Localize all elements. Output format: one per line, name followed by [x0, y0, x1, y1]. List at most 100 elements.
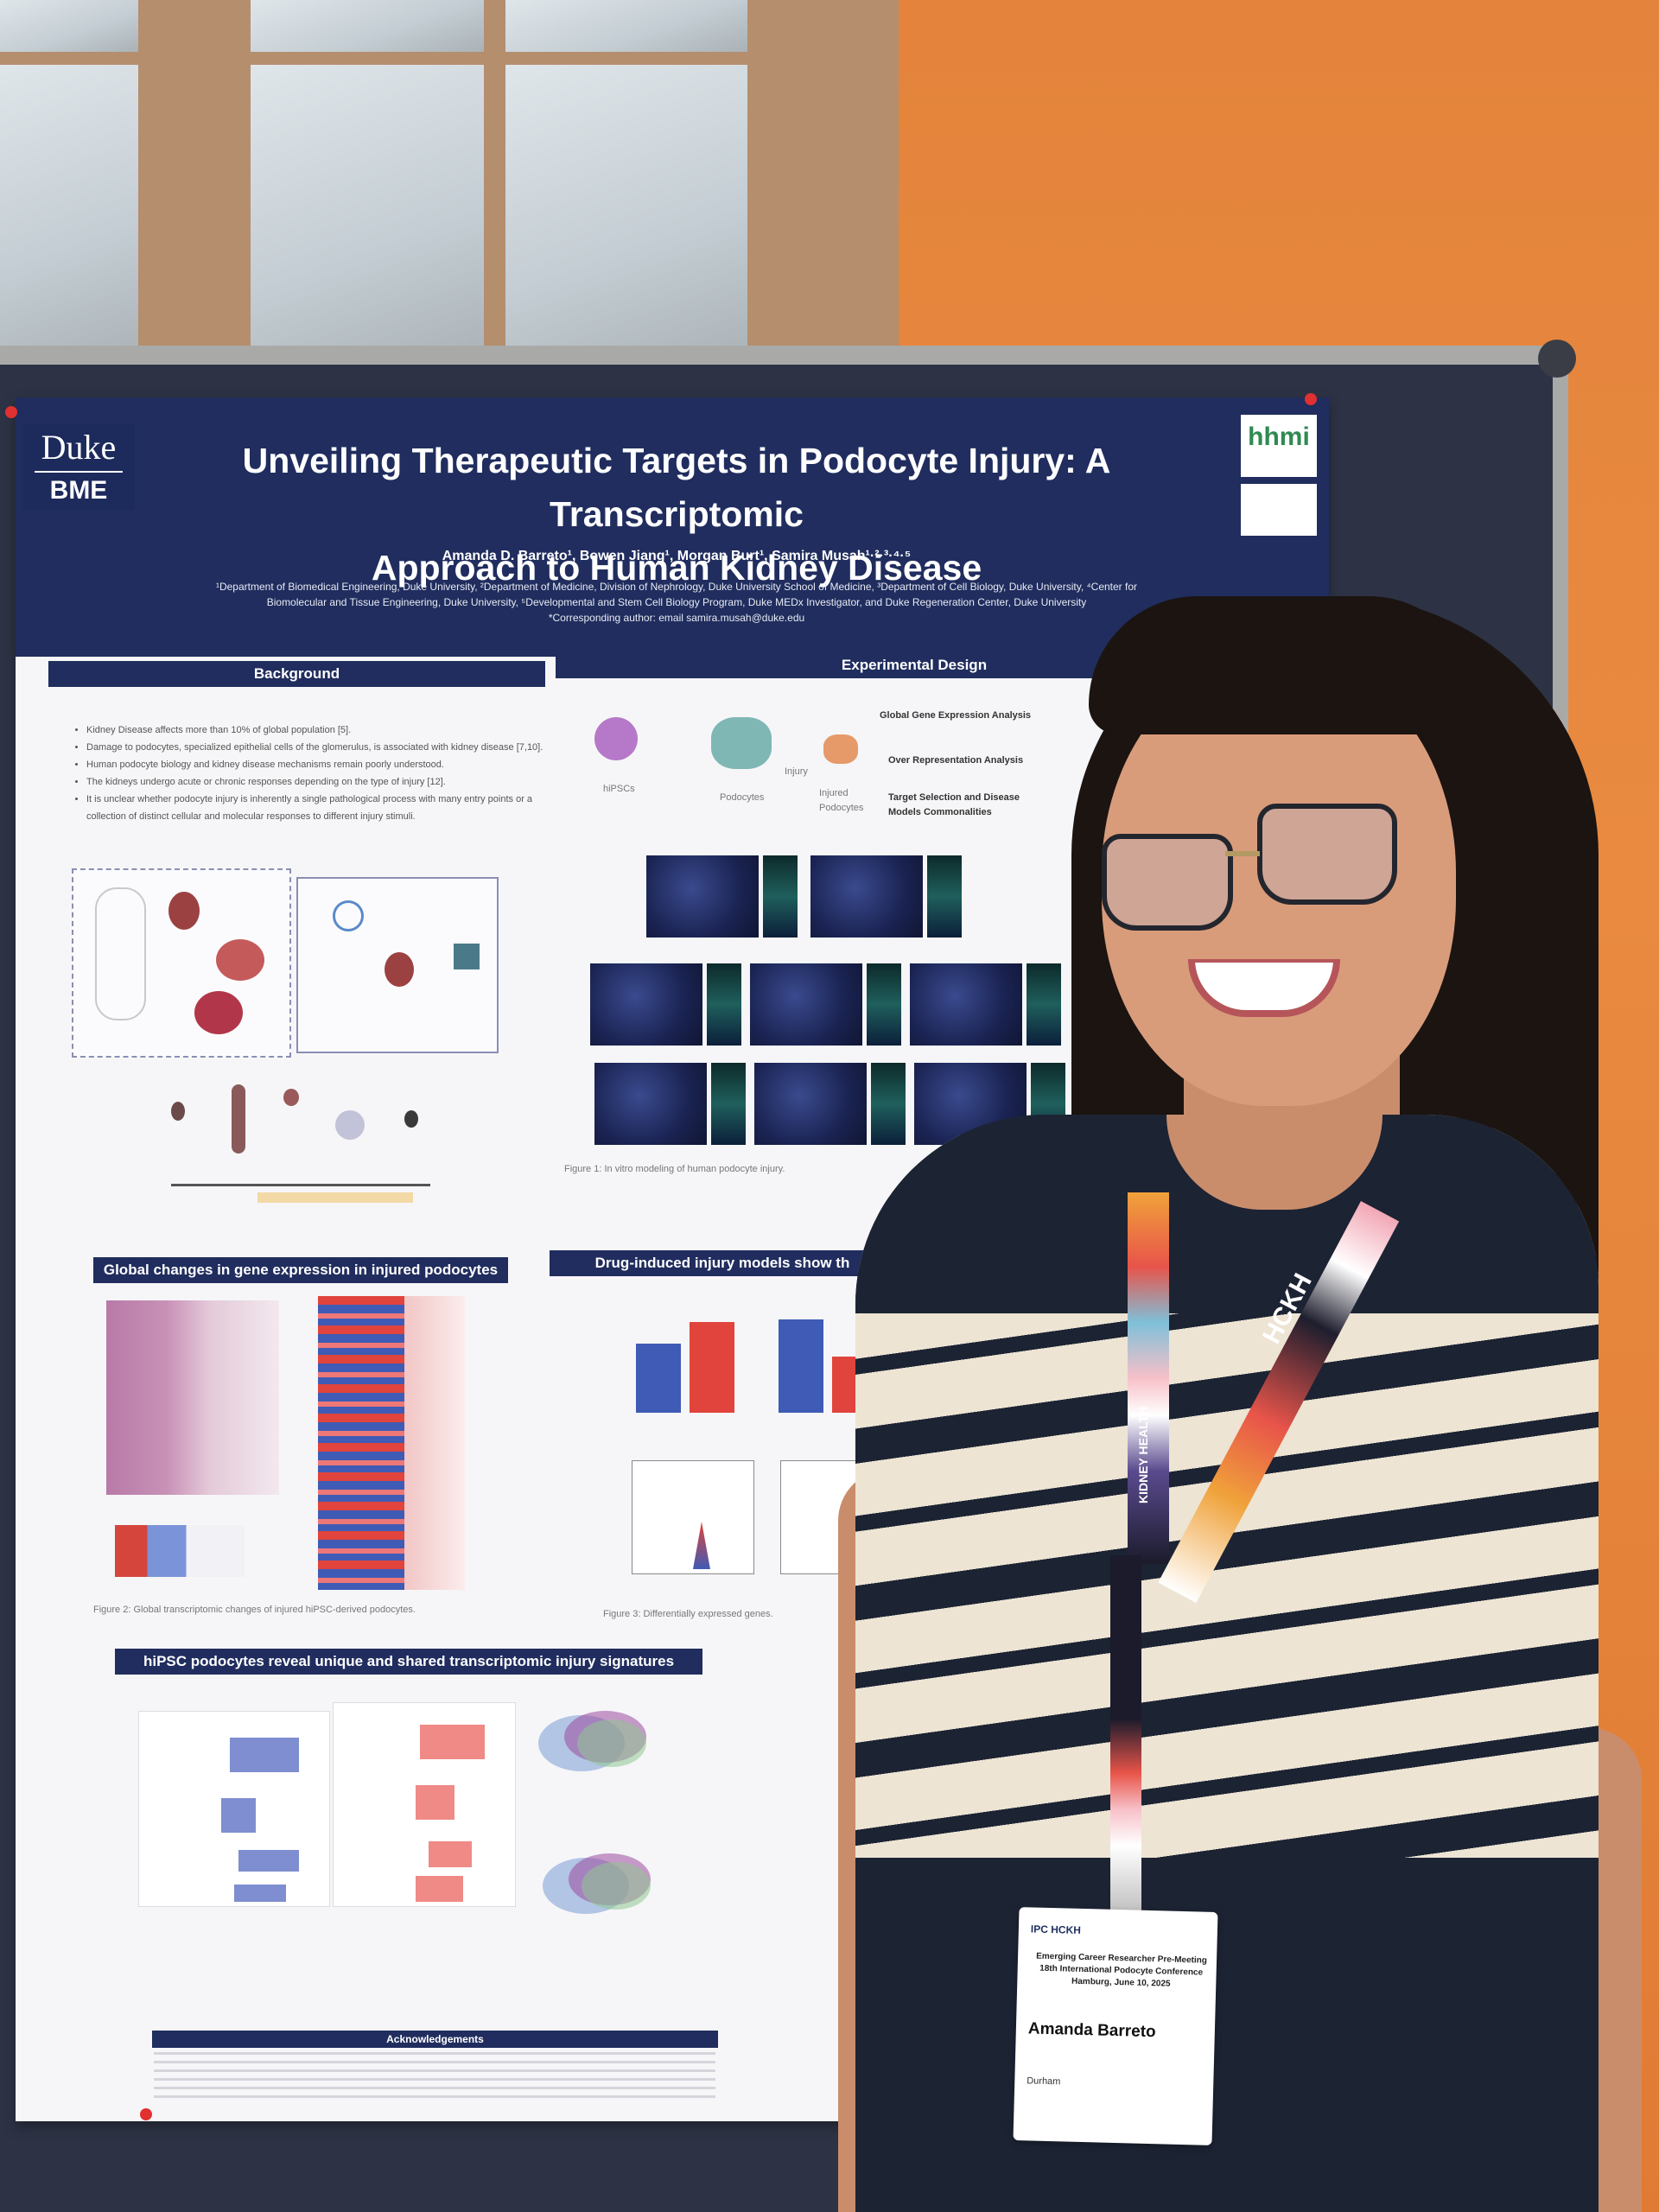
poster-affiliations: ¹Department of Biomedical Engineering, D… [188, 579, 1165, 626]
title-line-2: Approach to Human Kidney Disease [371, 548, 982, 588]
window-pane [0, 0, 138, 52]
bar-blue [636, 1344, 681, 1413]
lanyard-left-strap [1128, 1192, 1169, 1564]
window-pane [505, 0, 747, 52]
factor-icon [333, 900, 364, 931]
podocyte-illustration [711, 717, 772, 769]
pathway-figure [154, 1076, 456, 1210]
background-bullet: The kidneys undergo acute or chronic res… [86, 773, 553, 791]
design-label: Injured Podocytes [819, 788, 864, 813]
cell-icon [283, 1089, 299, 1106]
glomerulus-illustration [216, 939, 264, 981]
signatures-heading: hiPSC podocytes reveal unique and shared… [115, 1649, 702, 1675]
affiliations-text: ¹Department of Biomedical Engineering, D… [215, 581, 1138, 608]
cell-stack-icon [232, 1084, 245, 1154]
board-corner [1538, 340, 1576, 378]
timeline-axis [171, 1184, 430, 1186]
enrichment-bars [238, 1850, 299, 1872]
volcano-plot [632, 1460, 754, 1574]
venn-circle [582, 1862, 651, 1910]
microscopy-channel-strip [763, 855, 798, 938]
window-pane [0, 65, 138, 363]
poster-authors: Amanda D. Barreto¹, Bowen Jiang¹, Morgan… [442, 549, 912, 563]
duke-bme-logo: Duke BME [22, 423, 135, 510]
hipsc-illustration [594, 717, 638, 760]
acknowledgements-text [154, 2052, 715, 2104]
window [0, 0, 899, 363]
hair-fringe [1089, 596, 1478, 734]
factors-figure [296, 877, 499, 1053]
badge-event: Emerging Career Researcher Pre-Meeting 1… [1034, 1951, 1208, 1992]
design-label: Injury [785, 766, 808, 777]
title-line-1: Unveiling Therapeutic Targets in Podocyt… [242, 441, 1111, 534]
microscopy-image [594, 1063, 707, 1145]
design-outcome: Over Representation Analysis [888, 755, 1024, 766]
microscopy-channel-strip [867, 963, 901, 1046]
microscopy-image [910, 963, 1022, 1046]
push-pin [5, 406, 17, 418]
cell-icon [171, 1102, 185, 1121]
push-pin [140, 2108, 152, 2120]
figure-2-caption: Figure 2: Global transcriptomic changes … [93, 1605, 416, 1615]
microscopy-image [646, 855, 759, 938]
bme-logo-text: BME [35, 471, 123, 505]
window-frame [0, 52, 747, 65]
enrichment-bars [416, 1785, 454, 1820]
lanyard-lower [1110, 1555, 1141, 1918]
enrichment-bars [230, 1738, 299, 1772]
background-bullet: Damage to podocytes, specialized epithel… [86, 739, 553, 756]
injured-podocyte-illustration [823, 734, 858, 764]
kidney-anatomy-figure [72, 868, 291, 1058]
gene-bars [318, 1296, 404, 1590]
progenitor-heatmap [115, 1525, 245, 1577]
cell-icon [404, 1110, 418, 1128]
microscopy-channel-strip [871, 1063, 906, 1145]
window-frame [747, 0, 899, 363]
design-outcome: Target Selection and Disease Models Comm… [888, 792, 1020, 817]
heatmap [106, 1300, 279, 1495]
bar-blue [779, 1319, 823, 1413]
design-outcome: Global Gene Expression Analysis [880, 710, 1032, 721]
enrichment-bars [420, 1725, 485, 1759]
top-lower [855, 1858, 1599, 2212]
glasses-bridge [1225, 851, 1260, 856]
microscopy-channel-strip [1027, 963, 1061, 1046]
drug-induced-heading: Drug-induced injury models show th [550, 1250, 895, 1276]
name-badge: IPC HCKH Emerging Career Researcher Pre-… [1013, 1907, 1218, 2145]
badge-city: Durham [1027, 2075, 1061, 2088]
poster-title: Unveiling Therapeutic Targets in Podocyt… [145, 434, 1208, 594]
venn-circle [577, 1719, 646, 1767]
bar-red [690, 1322, 734, 1413]
enrichment-bars [429, 1841, 472, 1867]
microscopy-image [750, 963, 862, 1046]
hhmi-logo: hhmi [1241, 415, 1317, 477]
acknowledgements-heading: Acknowledgements [152, 2031, 718, 2048]
human-body-outline [95, 887, 146, 1020]
global-changes-heading: Global changes in gene expression in inj… [93, 1257, 508, 1283]
microscopy-channel-strip [711, 1063, 746, 1145]
cell-icon [335, 1110, 365, 1140]
poster-banner: Duke BME hhmi Unveiling Therapeutic Targ… [16, 397, 1329, 657]
podocyte-illustration [194, 991, 243, 1034]
gene-heatmap [404, 1296, 465, 1590]
figure-3-caption: Figure 3: Differentially expressed genes… [603, 1609, 773, 1619]
background-bullet: It is unclear whether podocyte injury is… [86, 791, 553, 825]
sponsor-logo [1241, 484, 1317, 536]
enrichment-plot-left [138, 1711, 330, 1907]
window-pane [505, 65, 747, 363]
design-label: Podocytes [720, 792, 765, 803]
microscopy-image [810, 855, 923, 938]
background-bullet: Kidney Disease affects more than 10% of … [86, 721, 553, 739]
enrichment-bars [221, 1798, 256, 1833]
kidney-illustration [168, 892, 200, 930]
lanyard-text: KIDNEY HEALTH [1136, 1406, 1150, 1503]
background-bullets: Kidney Disease affects more than 10% of … [76, 721, 553, 825]
window-pane [251, 65, 484, 363]
push-pin [1305, 393, 1317, 405]
window-pane [251, 0, 484, 52]
bar-heatmap-figure [318, 1296, 465, 1590]
badge-name: Amanda Barreto [1027, 2019, 1156, 2042]
microscopy-channel-strip [927, 855, 962, 938]
enrichment-bars [416, 1876, 463, 1902]
